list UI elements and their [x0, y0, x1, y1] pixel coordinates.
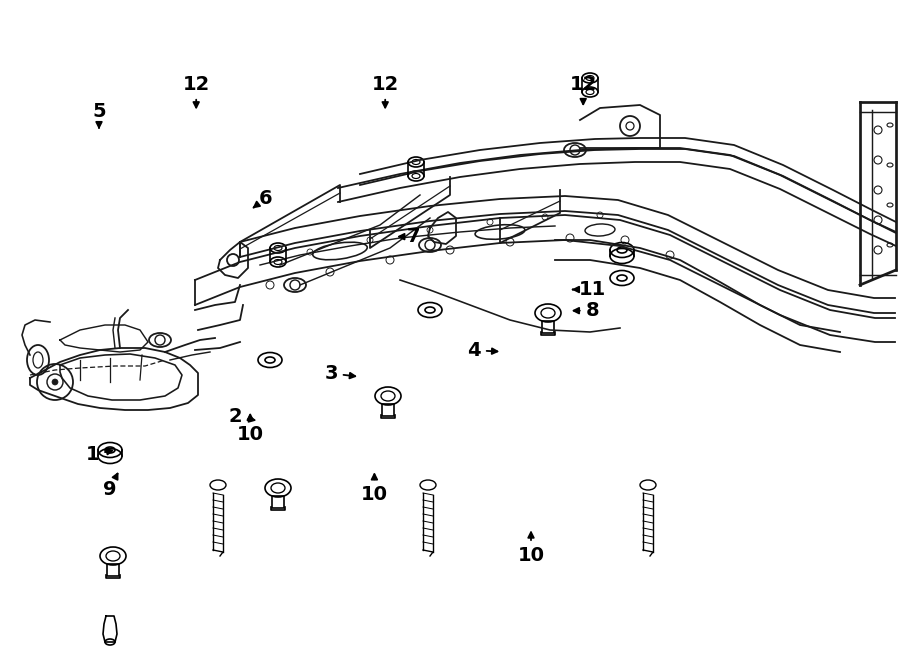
- Text: 12: 12: [372, 75, 399, 108]
- Text: 9: 9: [103, 473, 118, 498]
- Text: 12: 12: [183, 75, 210, 108]
- Text: 8: 8: [573, 301, 599, 320]
- Text: 6: 6: [254, 189, 273, 208]
- Text: 7: 7: [399, 227, 421, 246]
- Bar: [272, 496, 284, 508]
- Text: 11: 11: [572, 280, 606, 299]
- Text: 5: 5: [92, 102, 106, 128]
- Bar: [107, 564, 119, 576]
- Text: 10: 10: [518, 532, 544, 564]
- Bar: [382, 404, 394, 416]
- Text: 3: 3: [324, 364, 356, 383]
- Bar: [542, 321, 554, 333]
- Text: 1: 1: [86, 446, 112, 464]
- Text: 12: 12: [570, 75, 597, 104]
- Text: 4: 4: [467, 341, 498, 360]
- Text: 2: 2: [229, 407, 255, 426]
- Circle shape: [52, 379, 58, 385]
- Text: 10: 10: [361, 474, 388, 504]
- Text: 10: 10: [237, 414, 264, 444]
